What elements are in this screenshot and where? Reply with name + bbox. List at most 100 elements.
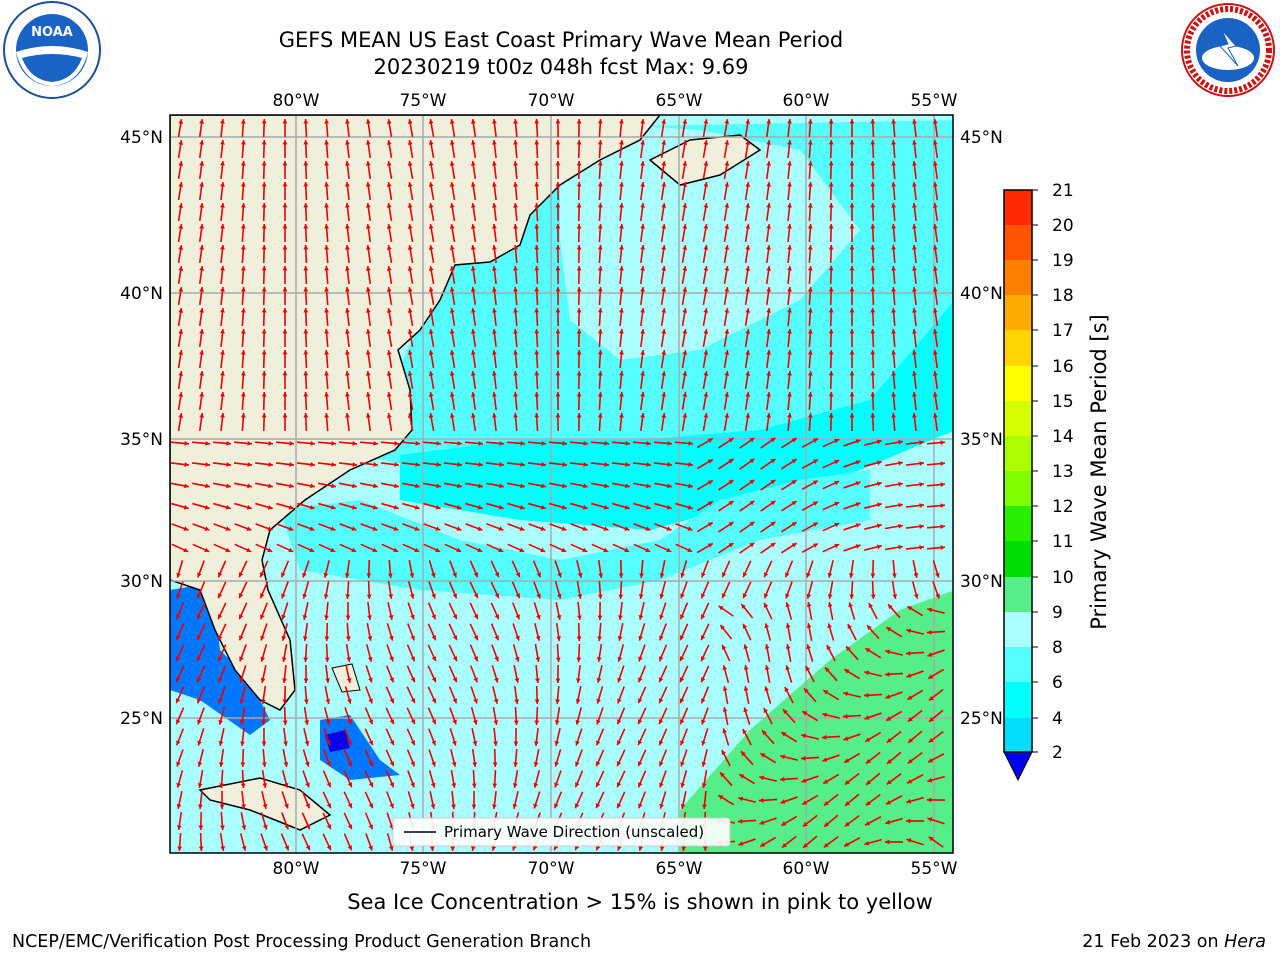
direction-arrow (702, 349, 709, 369)
direction-arrow (324, 139, 330, 159)
direction-arrow (339, 482, 357, 489)
direction-arrow (570, 543, 588, 553)
direction-arrow (787, 412, 792, 432)
direction-arrow (864, 439, 882, 446)
direction-arrow (240, 391, 246, 411)
direction-arrow (787, 160, 792, 180)
lon-tick-label: 80°W (273, 859, 320, 879)
direction-arrow (343, 812, 353, 830)
direction-arrow (513, 307, 518, 327)
direction-arrow (492, 686, 499, 704)
direction-arrow (744, 370, 751, 390)
direction-arrow (470, 286, 477, 306)
direction-arrow (386, 833, 394, 851)
direction-arrow (864, 481, 882, 488)
direction-arrow (282, 391, 288, 411)
direction-arrow (785, 665, 793, 683)
direction-arrow (197, 749, 204, 767)
direction-arrow (318, 543, 336, 553)
direction-arrow (343, 791, 353, 809)
direction-arrow (702, 265, 709, 285)
direction-arrow (660, 223, 667, 243)
direction-arrow (891, 223, 896, 243)
direction-arrow (701, 728, 709, 746)
direction-arrow (386, 223, 393, 243)
direction-arrow (324, 328, 330, 348)
direction-arrow (654, 482, 672, 489)
direction-arrow (633, 502, 651, 510)
direction-arrow (407, 581, 415, 599)
direction-arrow (303, 370, 309, 390)
direction-arrow (679, 602, 689, 620)
direction-arrow (492, 307, 497, 327)
direction-arrow (932, 244, 939, 264)
direction-arrow (239, 707, 246, 725)
direction-arrow (619, 160, 624, 180)
direction-arrow (387, 580, 394, 600)
direction-arrow (597, 118, 603, 138)
direction-arrow (198, 811, 204, 831)
direction-arrow (241, 790, 246, 810)
direction-arrow (534, 643, 541, 663)
direction-arrow (171, 523, 189, 531)
direction-arrow (406, 707, 416, 725)
direction-arrow (365, 644, 373, 662)
direction-arrow (659, 791, 667, 809)
lat-tick-label: 35°N (960, 430, 1003, 450)
direction-arrow (659, 581, 667, 599)
direction-arrow (260, 665, 267, 683)
direction-arrow (318, 482, 336, 489)
direction-arrow (386, 202, 393, 222)
direction-arrow (428, 223, 435, 243)
direction-arrow (318, 502, 336, 510)
direction-arrow (827, 560, 834, 578)
axis-labels: 80°W 80°W 75°W 75°W 70°W 70°W 65°W 65°W 60°W 60°W… (120, 91, 1003, 879)
colorbar-segment (1004, 612, 1032, 648)
direction-arrow (843, 523, 861, 531)
direction-arrow (177, 307, 184, 327)
direction-arrow (780, 500, 798, 512)
direction-arrow (849, 223, 855, 243)
direction-arrow (597, 265, 603, 285)
direction-arrow (428, 349, 435, 369)
direction-arrow (597, 580, 603, 600)
direction-arrow (220, 286, 225, 306)
direction-arrow (737, 818, 757, 824)
direction-arrow (619, 223, 624, 243)
direction-arrow (192, 502, 210, 510)
direction-arrow (175, 623, 185, 641)
direction-arrow (261, 328, 267, 348)
footer-date-text: 21 Feb 2023 on (1082, 932, 1225, 952)
direction-arrow (555, 643, 561, 663)
direction-arrow (576, 286, 582, 306)
direction-arrow (196, 602, 206, 620)
direction-arrow (680, 791, 687, 809)
direction-arrow (870, 223, 876, 243)
direction-arrow (240, 328, 246, 348)
direction-arrow (365, 686, 373, 704)
direction-arrow (638, 623, 646, 641)
direction-arrow (406, 728, 416, 746)
direction-arrow (555, 307, 561, 327)
direction-arrow (928, 709, 944, 723)
direction-arrow (259, 581, 269, 599)
direction-arrow (760, 437, 776, 449)
direction-arrow (428, 244, 435, 264)
direction-arrow (427, 665, 437, 683)
direction-arrow (507, 543, 525, 553)
direction-arrow (217, 560, 227, 578)
direction-arrow (175, 602, 185, 620)
direction-arrow (465, 502, 483, 510)
direction-arrow (175, 707, 185, 725)
direction-arrow (912, 370, 917, 390)
direction-arrow (822, 773, 840, 785)
direction-arrow (932, 265, 939, 285)
direction-arrow (926, 440, 946, 445)
direction-arrow (659, 770, 667, 788)
direction-arrow (345, 349, 350, 369)
colorbar-segment (1004, 577, 1032, 613)
direction-arrow (702, 370, 709, 390)
direction-arrow (386, 412, 393, 432)
direction-arrow (785, 644, 792, 662)
lon-tick-label: 60°W (783, 91, 830, 111)
